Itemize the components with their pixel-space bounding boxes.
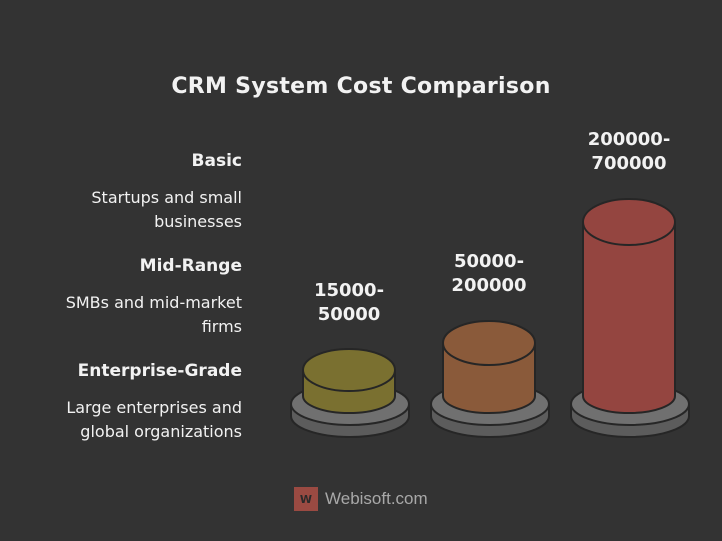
webisoft-logo-icon: W [294,487,318,511]
cylinder-basic [302,348,396,414]
value-label-line: 50000- [453,251,525,272]
legend-heading-mid-range: Mid-Range [139,256,242,276]
legend-heading-basic: Basic [191,151,242,171]
footer-brand: W Webisoft.com [294,487,428,511]
legend-desc-line: businesses [154,212,242,231]
value-label-line: 700000 [591,153,667,174]
value-label-mid-range: 50000- 200000 [419,250,559,298]
cylinder-enterprise [582,198,676,414]
legend-heading-enterprise: Enterprise-Grade [77,361,242,381]
legend-desc-line: Startups and small [91,188,242,207]
legend-desc-line: Large enterprises and [66,398,242,417]
value-label-line: 15000- [313,280,385,301]
brand-name: Webisoft.com [325,489,428,508]
legend-desc-line: firms [201,317,242,336]
value-label-line: 50000 [317,304,381,325]
legend-desc-enterprise: Large enterprises and global organizatio… [66,396,242,444]
cylinder-mid-range [442,320,536,414]
value-label-line: 200000- [587,129,671,150]
legend-desc-line: global organizations [80,422,242,441]
value-label-enterprise: 200000- 700000 [559,128,699,176]
value-label-line: 200000 [451,275,527,296]
value-label-basic: 15000- 50000 [279,279,419,327]
legend-desc-line: SMBs and mid-market [65,293,242,312]
legend-desc-basic: Startups and small businesses [91,186,242,234]
chart-title: CRM System Cost Comparison [171,74,551,99]
legend-desc-mid-range: SMBs and mid-market firms [66,291,242,339]
